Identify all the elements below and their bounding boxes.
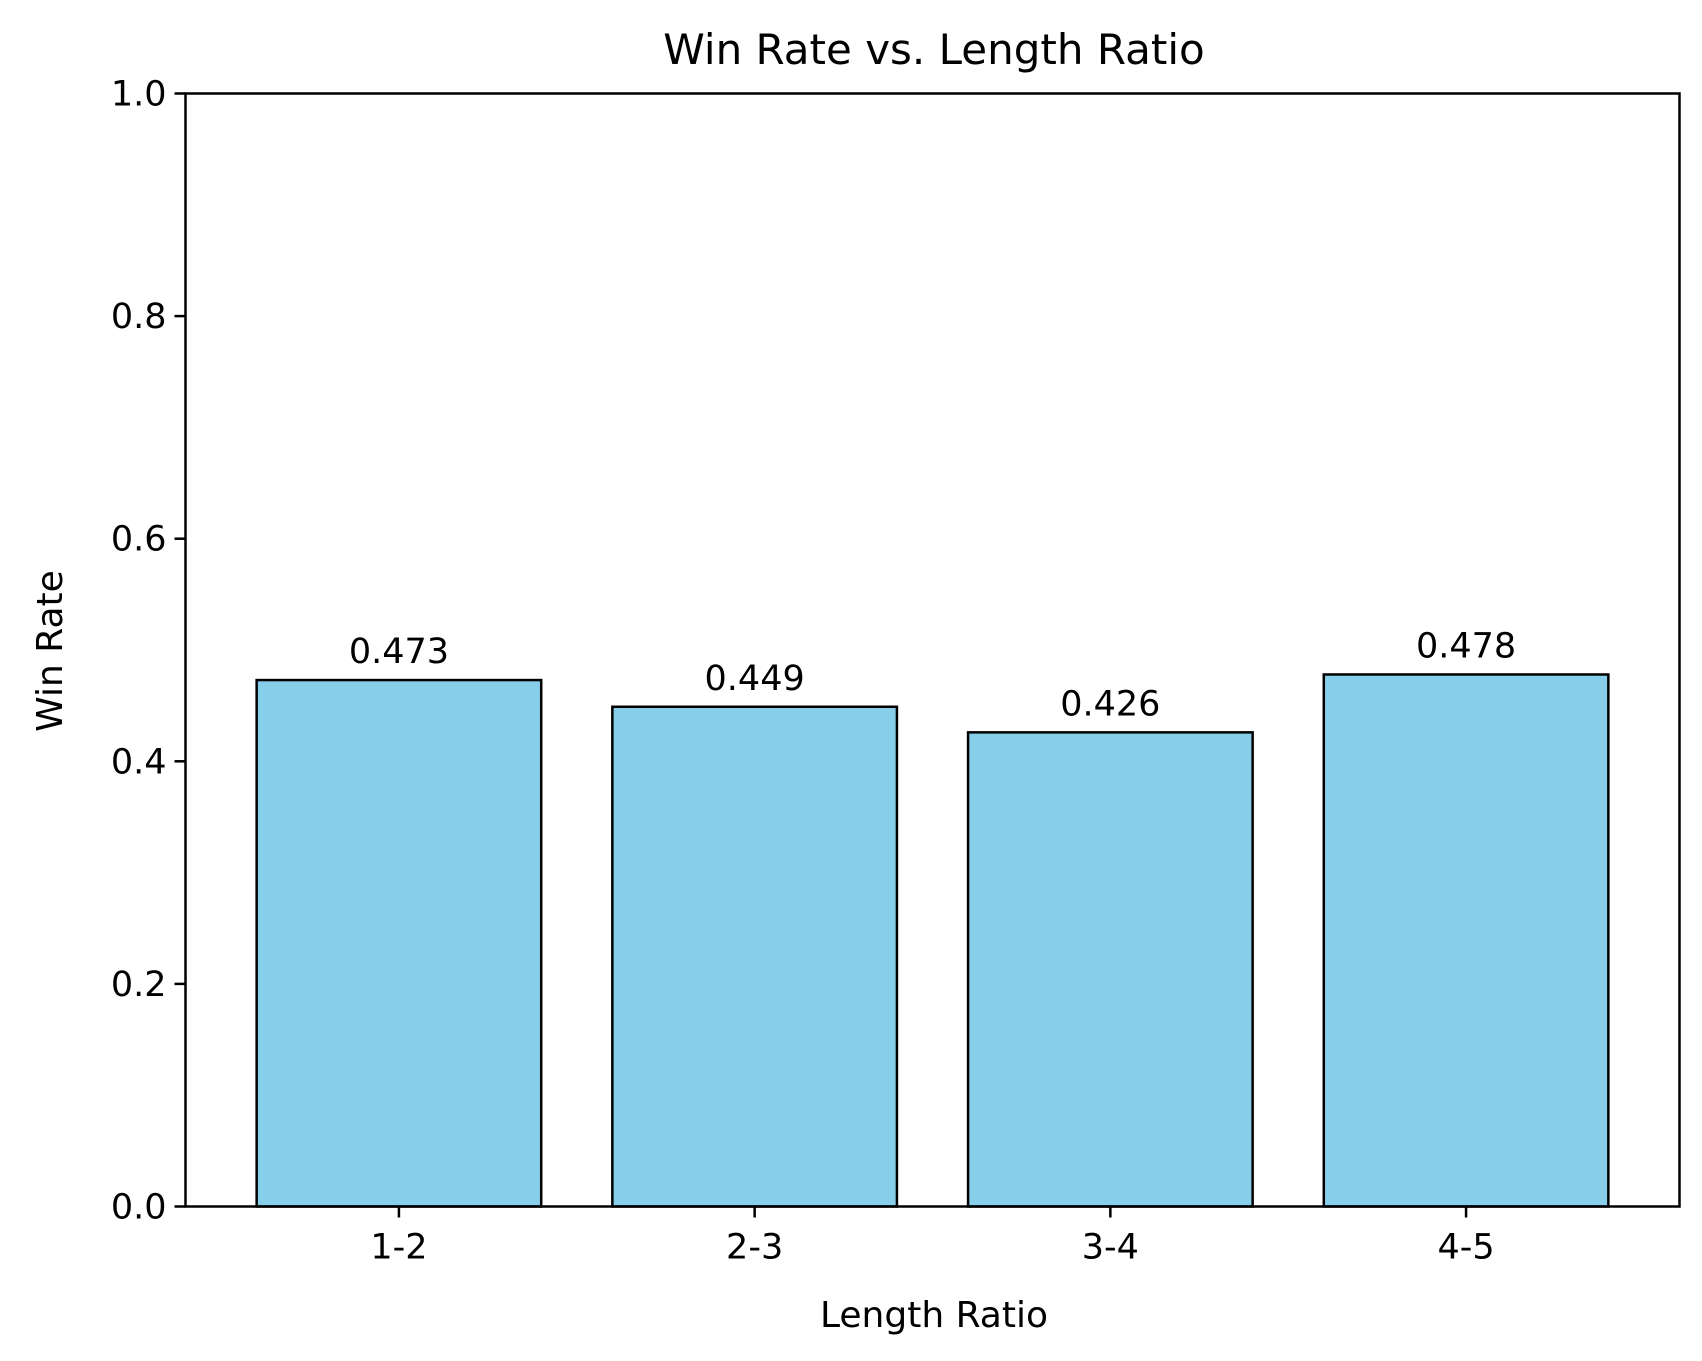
x-tick-label: 1-2	[370, 1228, 427, 1268]
x-tick-label: 4-5	[1437, 1228, 1494, 1268]
y-tick-label: 0.8	[111, 297, 167, 337]
x-tick-label: 2-3	[726, 1228, 783, 1268]
bar-value-label: 0.426	[1060, 684, 1160, 724]
bar-value-label: 0.449	[705, 659, 805, 699]
bar-value-label: 0.473	[349, 632, 449, 672]
y-tick-label: 1.0	[111, 75, 167, 115]
x-axis-label: Length Ratio	[820, 1295, 1048, 1336]
bar-4-5	[1322, 673, 1610, 1208]
y-axis-label: Win Rate	[30, 570, 71, 732]
bars-group	[255, 673, 1610, 1208]
chart-title: Win Rate vs. Length Ratio	[663, 25, 1204, 74]
y-tick-label: 0.0	[111, 1188, 167, 1228]
y-axis-ticks: 0.0 0.2 0.4 0.6 0.8 1.0	[111, 75, 186, 1228]
bar-1-2	[255, 678, 543, 1208]
bar-3-4	[966, 731, 1254, 1208]
bar-2-3	[611, 705, 899, 1208]
x-tick-label: 3-4	[1082, 1228, 1139, 1268]
plot-area-frame	[184, 92, 1681, 1208]
value-labels-group: 0.473 0.449 0.426 0.478	[349, 626, 1516, 724]
y-tick-label: 0.6	[111, 520, 167, 560]
y-tick-label: 0.2	[111, 965, 167, 1005]
y-tick-label: 0.4	[111, 742, 167, 782]
x-axis-ticks: 1-2 2-3 3-4 4-5	[370, 1206, 1495, 1268]
bar-value-label: 0.478	[1416, 626, 1516, 666]
